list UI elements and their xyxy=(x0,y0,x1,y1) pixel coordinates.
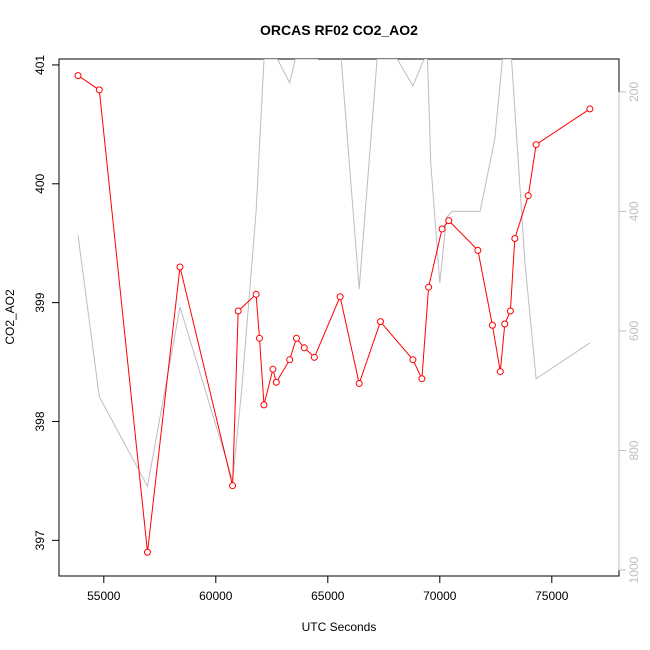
chart-title: ORCAS RF02 CO2_AO2 xyxy=(260,22,418,38)
data-point xyxy=(425,283,433,291)
data-point xyxy=(376,318,384,326)
y2-tick-label: 800 xyxy=(627,440,641,460)
data-point xyxy=(300,344,308,352)
data-point xyxy=(74,72,82,80)
series-layer xyxy=(74,59,594,556)
data-point xyxy=(418,375,426,383)
series-line-gray xyxy=(77,59,591,488)
data-point xyxy=(176,263,184,271)
series-line-red xyxy=(77,75,591,553)
data-point xyxy=(511,234,519,242)
x-axis-label: UTC Seconds xyxy=(302,620,377,634)
y-tick-label: 401 xyxy=(33,55,47,75)
x-axis: 55000 60000 65000 70000 75000 xyxy=(87,575,569,603)
series-red xyxy=(74,72,594,556)
y2-tick-label: 400 xyxy=(627,201,641,221)
data-point xyxy=(272,378,280,386)
data-point xyxy=(501,320,509,328)
data-point xyxy=(95,86,103,94)
right-y-axis: 200 400 600 800 1000 xyxy=(618,82,641,583)
data-point xyxy=(310,353,318,361)
y-tick-label: 399 xyxy=(33,292,47,312)
y-tick-label: 400 xyxy=(33,173,47,193)
data-point xyxy=(260,401,268,409)
y-tick-label: 397 xyxy=(33,530,47,550)
data-point xyxy=(409,356,417,364)
data-point xyxy=(488,321,496,329)
x-tick-label: 55000 xyxy=(87,589,121,603)
data-point xyxy=(438,225,446,233)
data-point xyxy=(586,105,594,113)
data-point xyxy=(506,307,514,315)
data-point xyxy=(336,293,344,301)
x-tick-label: 70000 xyxy=(423,589,457,603)
data-point xyxy=(252,290,260,298)
series-gray xyxy=(77,59,591,488)
y2-tick-label: 600 xyxy=(627,321,641,341)
data-point xyxy=(234,307,242,315)
data-point xyxy=(292,334,300,342)
data-point xyxy=(524,192,532,200)
data-point xyxy=(269,365,277,373)
x-tick-label: 75000 xyxy=(535,589,569,603)
data-point xyxy=(355,379,363,387)
data-point xyxy=(143,548,151,556)
data-point xyxy=(445,217,453,225)
data-point xyxy=(474,246,482,254)
data-point xyxy=(255,334,263,342)
y-tick-label: 398 xyxy=(33,411,47,431)
x-tick-label: 65000 xyxy=(311,589,345,603)
data-point xyxy=(496,368,504,376)
plot-frame xyxy=(58,58,620,577)
data-point xyxy=(286,356,294,364)
y-axis-label: CO2_AO2 xyxy=(3,289,17,345)
data-point xyxy=(229,482,237,490)
x-tick-label: 60000 xyxy=(199,589,233,603)
left-y-axis: 397 398 399 400 401 xyxy=(33,55,60,550)
data-point xyxy=(532,141,540,149)
y2-tick-label: 200 xyxy=(627,82,641,102)
y2-tick-label: 1000 xyxy=(627,556,641,583)
